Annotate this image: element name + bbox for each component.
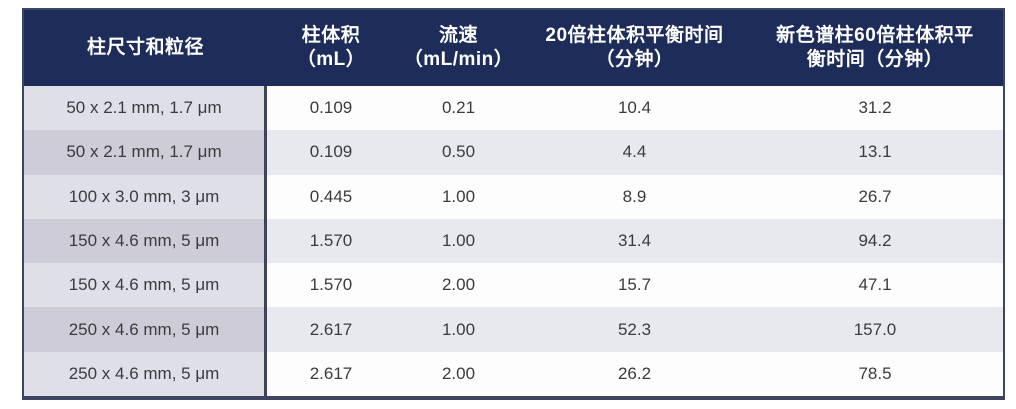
header-flow-rate: 流速 （mL/min） [395, 10, 522, 86]
cell-60x-time: 94.2 [747, 218, 1003, 264]
cell-column-volume: 2.617 [267, 351, 395, 396]
cell-flow-rate: 1.00 [395, 218, 522, 264]
cell-column-size: 100 x 3.0 mm, 3 μm [24, 174, 267, 219]
cell-column-volume: 0.109 [267, 86, 395, 131]
cell-20x-time: 4.4 [522, 130, 747, 175]
header-line: 衡时间（分钟） [806, 49, 944, 70]
cell-column-size: 150 x 4.6 mm, 5 μm [24, 218, 267, 264]
header-line: 流速 [438, 25, 478, 46]
cell-20x-time: 8.9 [522, 174, 747, 219]
cell-column-size: 250 x 4.6 mm, 5 μm [24, 351, 267, 396]
cell-column-volume: 0.109 [267, 130, 395, 175]
column-equilibration-table: 柱尺寸和粒径 柱体积 （mL） 流速 （mL/min） 20倍柱体积平衡时间 （… [22, 8, 1005, 400]
cell-20x-time: 26.2 [522, 351, 747, 396]
cell-column-size: 50 x 2.1 mm, 1.7 μm [24, 86, 267, 131]
header-60x-equilibration-time: 新色谱柱60倍柱体积平 衡时间（分钟） [747, 10, 1003, 86]
header-line: （mL/min） [403, 49, 514, 70]
header-column-volume: 柱体积 （mL） [267, 10, 395, 86]
cell-flow-rate: 0.50 [395, 130, 522, 175]
cell-column-volume: 0.445 [267, 174, 395, 219]
cell-column-size: 250 x 4.6 mm, 5 μm [24, 307, 267, 352]
header-line: 柱尺寸和粒径 [86, 37, 204, 58]
cell-flow-rate: 0.21 [395, 86, 522, 131]
cell-60x-time: 78.5 [747, 351, 1003, 396]
cell-60x-time: 31.2 [747, 86, 1003, 131]
cell-column-volume: 1.570 [267, 263, 395, 308]
cell-flow-rate: 1.00 [395, 307, 522, 352]
cell-20x-time: 31.4 [522, 218, 747, 264]
cell-60x-time: 157.0 [747, 307, 1003, 352]
header-20x-equilibration-time: 20倍柱体积平衡时间 （分钟） [522, 10, 747, 86]
cell-flow-rate: 1.00 [395, 174, 522, 219]
cell-60x-time: 26.7 [747, 174, 1003, 219]
header-line: （mL） [296, 49, 366, 70]
cell-60x-time: 13.1 [747, 130, 1003, 175]
cell-flow-rate: 2.00 [395, 263, 522, 308]
header-line: （分钟） [595, 49, 674, 70]
cell-column-size: 50 x 2.1 mm, 1.7 μm [24, 130, 267, 175]
cell-column-volume: 1.570 [267, 218, 395, 264]
header-line: 新色谱柱60倍柱体积平 [776, 25, 974, 46]
cell-flow-rate: 2.00 [395, 351, 522, 396]
header-line: 20倍柱体积平衡时间 [545, 25, 724, 46]
header-line: 柱体积 [301, 25, 361, 46]
cell-column-size: 150 x 4.6 mm, 5 μm [24, 263, 267, 308]
header-column-size: 柱尺寸和粒径 [24, 10, 267, 86]
cell-20x-time: 52.3 [522, 307, 747, 352]
cell-20x-time: 15.7 [522, 263, 747, 308]
cell-20x-time: 10.4 [522, 86, 747, 131]
cell-column-volume: 2.617 [267, 307, 395, 352]
cell-60x-time: 47.1 [747, 263, 1003, 308]
